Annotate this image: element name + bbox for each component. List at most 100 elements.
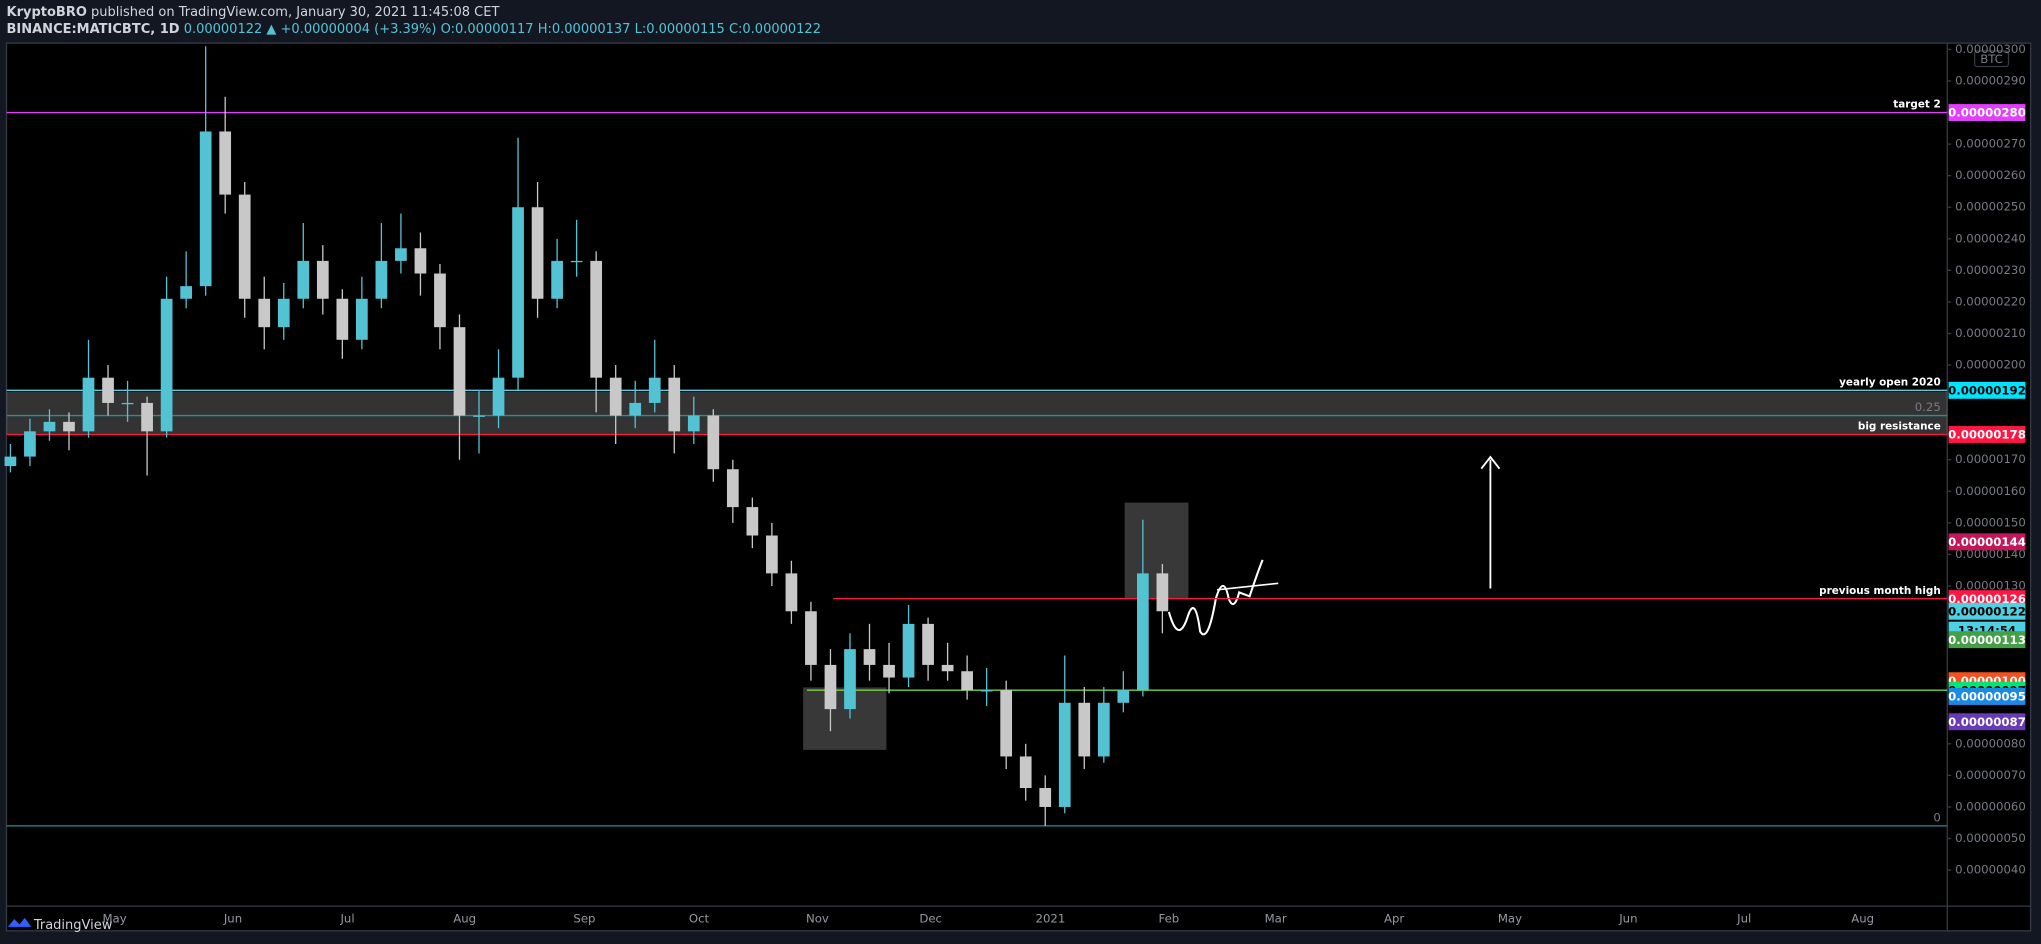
x-tick-label: Jul: [339, 912, 354, 926]
candle-body: [63, 421, 75, 432]
author: KryptoBRO: [7, 4, 87, 19]
change: ▲ +0.00000004 (+3.39%): [266, 21, 436, 36]
last: 0.00000122: [184, 21, 263, 36]
candle-body: [434, 273, 446, 328]
price-badge-label: 0.00000087: [1948, 715, 2026, 729]
price-badge: [1948, 381, 2026, 399]
candle-body: [707, 415, 720, 470]
candle-body: [141, 402, 153, 432]
brand-logo: [7, 917, 32, 927]
y-tick-label: 0.00000220: [1955, 294, 2026, 308]
level-label: yearly open 2020: [1839, 376, 1941, 388]
candle-body: [1000, 690, 1013, 757]
candle-body: [473, 415, 485, 417]
candle-body: [1039, 788, 1052, 807]
arrow-head: [1480, 455, 1501, 470]
candle-body: [121, 402, 134, 405]
price-badge: [1948, 602, 2026, 620]
y-tick-label: 0.00000170: [1955, 452, 2026, 466]
candle-body: [258, 298, 271, 328]
close: C:0.00000122: [729, 21, 821, 36]
brand: TradingView: [33, 918, 113, 933]
x-tick-label: Jun: [1618, 912, 1637, 926]
currency-box: [1973, 50, 2010, 68]
x-tick-label: Oct: [689, 912, 710, 926]
low: L:0.00000115: [635, 21, 725, 36]
price-badge: [1948, 713, 2026, 731]
candle-body: [43, 421, 56, 432]
candle-body: [160, 298, 173, 432]
candle-body: [668, 377, 681, 432]
candle-body: [238, 194, 251, 299]
candle-body: [824, 664, 837, 710]
price-badge: [1948, 533, 2026, 551]
price-badge-label: 0.00000113: [1948, 633, 2026, 647]
candle-body: [1058, 702, 1071, 807]
candle-body: [883, 664, 895, 678]
candle-body: [395, 248, 407, 261]
high: H:0.00000137: [538, 21, 631, 36]
x-tick-label: Feb: [1159, 912, 1180, 926]
x-tick-label: Jul: [1736, 912, 1751, 926]
y-tick-label: 0.00000300: [1955, 42, 2026, 56]
price-badge-label: 0.00000280: [1948, 106, 2026, 120]
x-tick-label: Aug: [1851, 912, 1874, 926]
price-badge: [1948, 631, 2026, 649]
price-badge-label: 0.00000095: [1948, 690, 2026, 704]
candle-body: [941, 664, 954, 672]
candle-body: [531, 207, 544, 299]
candle-body: [199, 131, 212, 287]
y-tick-label: 0.00000140: [1955, 547, 2026, 561]
price-badge-label: 0.00000144: [1948, 535, 2026, 549]
level-label: big resistance: [1858, 421, 1941, 433]
candle-body: [316, 260, 329, 299]
x-tick-label: Jun: [223, 912, 242, 926]
y-tick-label: 0.00000040: [1955, 863, 2026, 877]
y-tick-label: 0.00000260: [1955, 168, 2026, 182]
x-tick-label: Sep: [573, 912, 595, 926]
level-label: previous month high: [1819, 585, 1941, 597]
x-tick-label: Nov: [806, 912, 829, 926]
price-badge-label: 0.00000192: [1948, 383, 2026, 397]
candle-body: [512, 207, 524, 378]
candle-body: [102, 377, 114, 403]
candle-body: [1019, 756, 1032, 789]
published: published on TradingView.com, January 30…: [91, 4, 499, 19]
level-label: 0.25: [1915, 400, 1941, 414]
y-tick-label: 0.00000290: [1955, 73, 2026, 87]
candle-body: [746, 507, 759, 536]
price-badge: [1948, 426, 2026, 443]
candle-body: [219, 131, 232, 195]
candle-body: [24, 431, 36, 457]
candle-body: [1156, 573, 1169, 612]
x-tick-label: 2021: [1036, 912, 1066, 926]
candle-body: [609, 377, 622, 416]
level-label: target 2: [1893, 99, 1940, 111]
price-badge: [1948, 104, 2026, 122]
x-tick-label: Aug: [453, 912, 476, 926]
level-label: 0: [1933, 811, 1940, 825]
candle-body: [297, 260, 310, 299]
candle-body: [687, 415, 700, 432]
x-tick-label: Apr: [1384, 912, 1404, 926]
candle-body: [785, 573, 798, 612]
y-tick-label: 0.00000150: [1955, 515, 2026, 529]
header-line-2: BINANCE:MATICBTC, 1D 0.00000122 ▲ +0.000…: [7, 21, 821, 36]
candle-body: [590, 260, 603, 378]
x-tick-label: Mar: [1265, 912, 1287, 926]
price-badge-label: 0.00000178: [1948, 428, 2026, 442]
y-tick-label: 0.00000160: [1955, 484, 2026, 498]
candle-body: [570, 260, 583, 263]
y-tick-label: 0.00000050: [1955, 831, 2026, 845]
projection-sketch: [1216, 582, 1279, 591]
y-tick-label: 0.00000270: [1955, 137, 2026, 151]
candle-body: [961, 671, 973, 691]
x-tick-label: Dec: [919, 912, 942, 926]
symbol: BINANCE:MATICBTC, 1D: [7, 21, 180, 36]
x-axis: May Jun Jul Aug Sep Oct Nov Dec 2021 Feb…: [102, 912, 1874, 926]
y-tick-label: 0.00000080: [1955, 736, 2026, 750]
y-tick-label: 0.00000230: [1955, 263, 2026, 277]
candle-body: [1117, 690, 1130, 703]
candle-body: [863, 649, 876, 665]
